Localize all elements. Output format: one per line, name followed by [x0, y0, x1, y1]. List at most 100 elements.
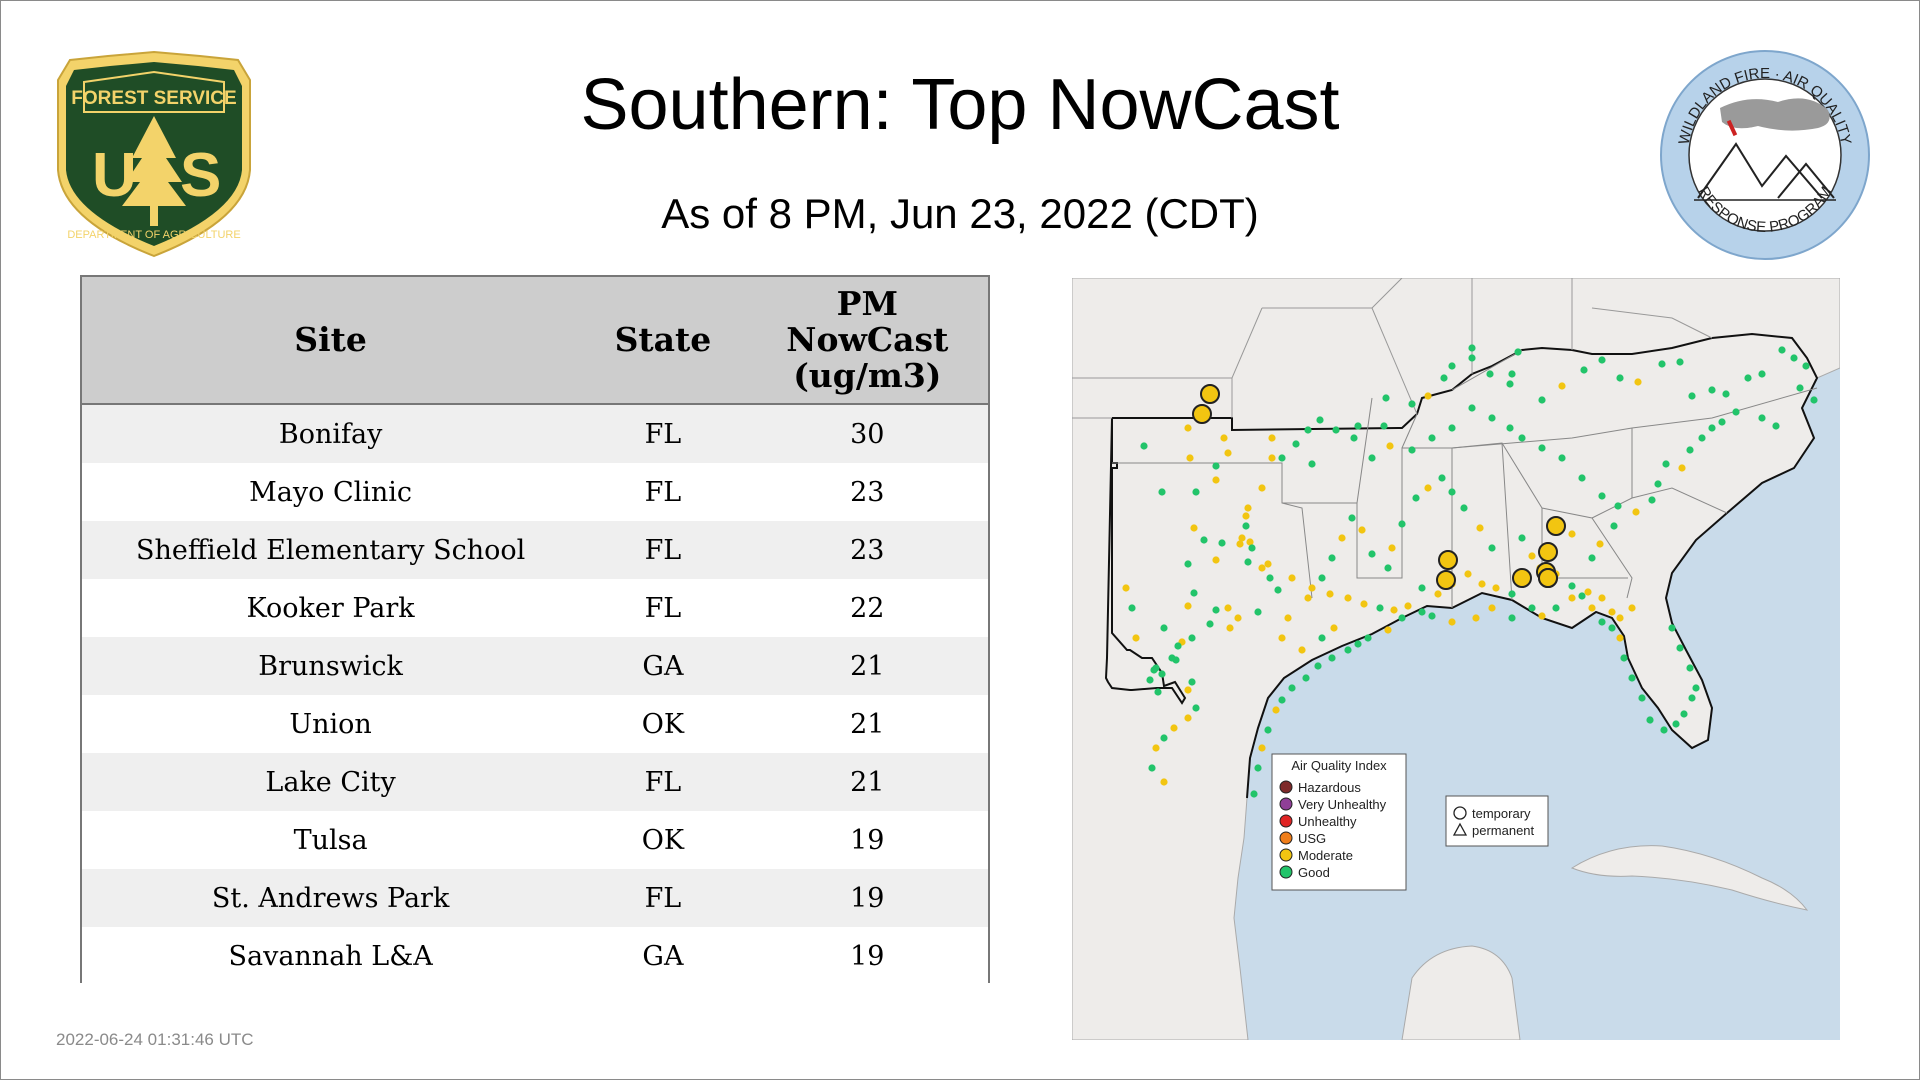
- monitor-dot: [1274, 586, 1282, 594]
- shape-legend: temporary permanent: [1445, 795, 1549, 847]
- monitor-dot: [1418, 584, 1426, 592]
- monitor-dot: [1708, 424, 1716, 432]
- monitor-dot: [1628, 674, 1636, 682]
- generated-timestamp: 2022-06-24 01:31:46 UTC: [56, 1030, 254, 1049]
- cell-state: GA: [579, 637, 747, 695]
- monitor-dot: [1332, 426, 1340, 434]
- monitor-dot: [1708, 386, 1716, 394]
- shape-legend-permanent: permanent: [1472, 823, 1535, 838]
- monitor-dot: [1588, 554, 1596, 562]
- monitor-dot: [1408, 446, 1416, 454]
- monitor-dot: [1244, 558, 1252, 566]
- monitor-dot: [1448, 362, 1456, 370]
- monitor-dot: [1122, 584, 1130, 592]
- monitor-dot: [1304, 426, 1312, 434]
- monitor-dot: [1186, 454, 1194, 462]
- monitor-dot: [1518, 534, 1526, 542]
- monitor-dot: [1608, 624, 1616, 632]
- cell-value: 21: [746, 753, 988, 811]
- monitor-dot: [1596, 540, 1604, 548]
- monitor-dot: [1790, 354, 1798, 362]
- monitor-dot: [1646, 716, 1654, 724]
- cell-site: Tulsa: [82, 811, 580, 869]
- monitor-dot: [1220, 434, 1228, 442]
- monitor-dot: [1344, 646, 1352, 654]
- monitor-dot: [1408, 400, 1416, 408]
- aqi-legend: Air Quality Index Hazardous Very Unhealth…: [1271, 753, 1407, 891]
- legend-swatch: [1279, 797, 1293, 811]
- legend-swatch: [1279, 848, 1293, 862]
- monitor-dot: [1292, 440, 1300, 448]
- monitor-dot: [1528, 604, 1536, 612]
- monitor-dot: [1390, 606, 1398, 614]
- monitor-dot: [1732, 408, 1740, 416]
- permanent-triangle-icon: [1452, 822, 1468, 836]
- cell-site: Brunswick: [82, 637, 580, 695]
- table-row: Kooker Park FL 22: [82, 579, 988, 637]
- monitor-dot: [1272, 706, 1280, 714]
- cell-site: Lake City: [82, 753, 580, 811]
- top-site-marker: [1200, 384, 1220, 404]
- monitor-dot: [1146, 676, 1154, 684]
- monitor-dot: [1288, 574, 1296, 582]
- monitor-dot: [1380, 422, 1388, 430]
- monitor-dot: [1248, 544, 1256, 552]
- header-pm-line3: (ug/m3): [793, 356, 942, 396]
- table-row: Lake City FL 21: [82, 753, 988, 811]
- monitor-dot: [1558, 382, 1566, 390]
- monitor-dot: [1338, 534, 1346, 542]
- cell-state: FL: [579, 579, 747, 637]
- monitor-dot: [1398, 614, 1406, 622]
- air-quality-map: Air Quality Index Hazardous Very Unhealth…: [1072, 278, 1840, 1040]
- monitor-dot: [1424, 392, 1432, 400]
- table-row: Mayo Clinic FL 23: [82, 463, 988, 521]
- monitor-dot: [1488, 544, 1496, 552]
- northern-boundaries: [1072, 278, 1713, 419]
- monitor-dot: [1608, 608, 1616, 616]
- cell-value: 19: [746, 927, 988, 985]
- legend-label: Moderate: [1298, 848, 1353, 863]
- monitor-dot: [1578, 474, 1586, 482]
- monitor-dot: [1304, 594, 1312, 602]
- monitor-dot: [1154, 688, 1162, 696]
- monitor-dot: [1580, 366, 1588, 374]
- monitor-dot: [1318, 574, 1326, 582]
- monitor-dot: [1368, 550, 1376, 558]
- monitor-dot: [1488, 414, 1496, 422]
- monitor-dot: [1234, 614, 1242, 622]
- monitor-dot: [1254, 764, 1262, 772]
- monitor-dot: [1508, 370, 1516, 378]
- legend-label: Unhealthy: [1298, 814, 1357, 829]
- monitor-dot: [1184, 602, 1192, 610]
- monitor-dot: [1558, 454, 1566, 462]
- monitor-dot: [1316, 416, 1324, 424]
- monitor-dot: [1688, 694, 1696, 702]
- monitor-dot: [1610, 522, 1618, 530]
- monitor-dot: [1598, 356, 1606, 364]
- monitor-dot: [1318, 634, 1326, 642]
- monitor-dot: [1620, 654, 1628, 662]
- monitor-dot: [1668, 624, 1676, 632]
- monitor-dot: [1382, 394, 1390, 402]
- monitor-dot: [1192, 704, 1200, 712]
- cell-state: FL: [579, 869, 747, 927]
- monitor-dot: [1376, 604, 1384, 612]
- top-site-marker: [1438, 550, 1458, 570]
- legend-swatch: [1279, 865, 1293, 879]
- monitor-dot: [1190, 589, 1198, 597]
- cell-site: Bonifay: [82, 404, 580, 463]
- cell-site: Sheffield Elementary School: [82, 521, 580, 579]
- monitor-dot: [1258, 484, 1266, 492]
- monitor-dot: [1486, 370, 1494, 378]
- fs-logo-top-text: FOREST SERVICE: [71, 88, 236, 109]
- monitor-dot: [1368, 454, 1376, 462]
- cell-site: Savannah L&A: [82, 927, 580, 985]
- monitor-dot: [1440, 374, 1448, 382]
- monitor-dot: [1658, 360, 1666, 368]
- page-title: Southern: Top NowCast: [580, 65, 1340, 145]
- legend-swatch: [1279, 831, 1293, 845]
- monitor-dot: [1298, 646, 1306, 654]
- monitor-dot: [1514, 348, 1522, 356]
- monitor-dot: [1424, 484, 1432, 492]
- table-row: Brunswick GA 21: [82, 637, 988, 695]
